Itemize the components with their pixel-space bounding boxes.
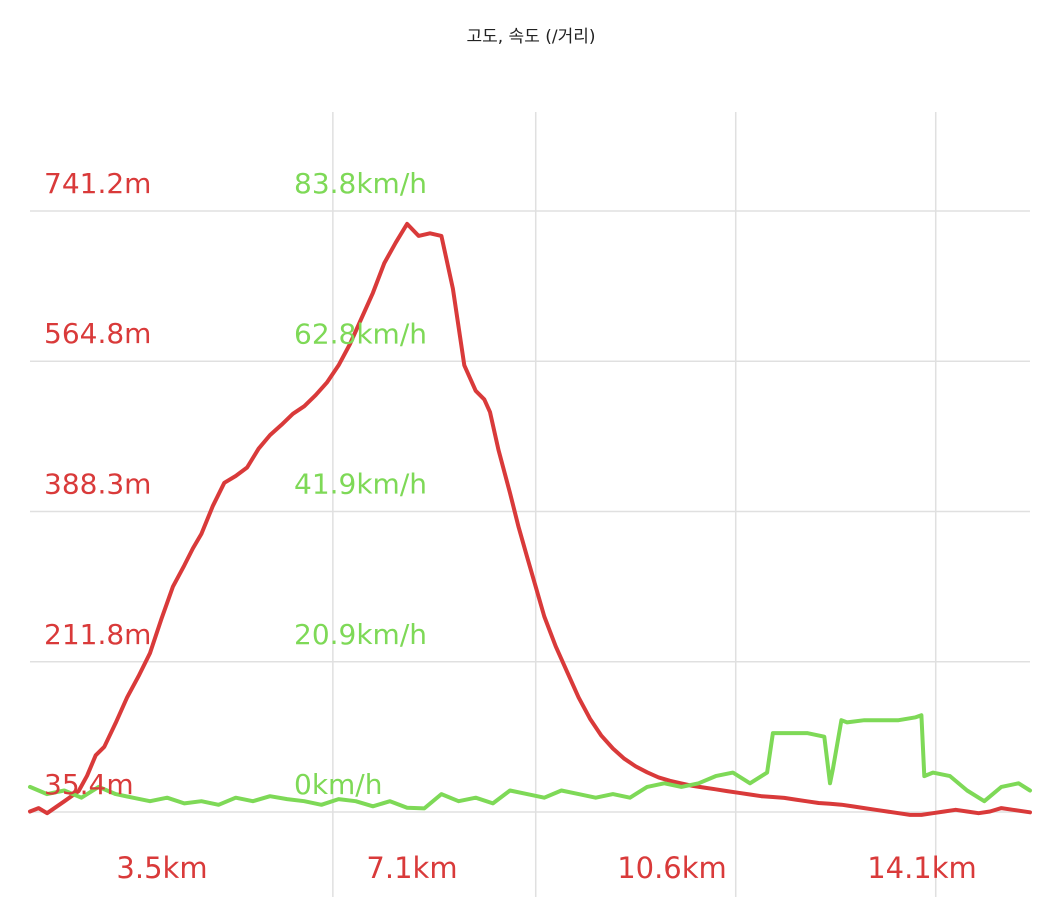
distance-tick-labels: 3.5km 7.1km 10.6km 14.1km — [116, 851, 976, 885]
altitude-tick-label: 741.2m — [44, 167, 151, 200]
speed-tick-labels: 83.8km/h 62.8km/h 41.9km/h 20.9km/h 0km/h — [294, 167, 427, 801]
altitude-tick-label: 388.3m — [44, 468, 151, 501]
distance-tick-label: 14.1km — [867, 851, 977, 885]
speed-tick-label: 62.8km/h — [294, 318, 427, 351]
altitude-tick-label: 564.8m — [44, 317, 151, 350]
vertical-gridlines — [332, 112, 937, 897]
speed-tick-label: 0km/h — [294, 768, 382, 801]
speed-tick-label: 20.9km/h — [294, 618, 427, 651]
altitude-tick-label: 35.4m — [44, 768, 134, 801]
altitude-tick-labels: 741.2m 564.8m 388.3m 211.8m 35.4m — [44, 167, 151, 801]
distance-tick-label: 3.5km — [116, 851, 207, 885]
speed-series-line — [28, 713, 1032, 811]
altitude-tick-label: 211.8m — [44, 618, 151, 651]
horizontal-gridlines — [30, 210, 1030, 813]
distance-tick-label: 7.1km — [366, 851, 457, 885]
distance-tick-label: 10.6km — [617, 851, 727, 885]
speed-tick-label: 83.8km/h — [294, 167, 427, 200]
series-layer — [28, 221, 1032, 817]
altitude-series-line — [28, 221, 1032, 817]
chart-title: 고도, 속도 (/거리) — [466, 27, 596, 47]
speed-tick-label: 41.9km/h — [294, 468, 427, 501]
